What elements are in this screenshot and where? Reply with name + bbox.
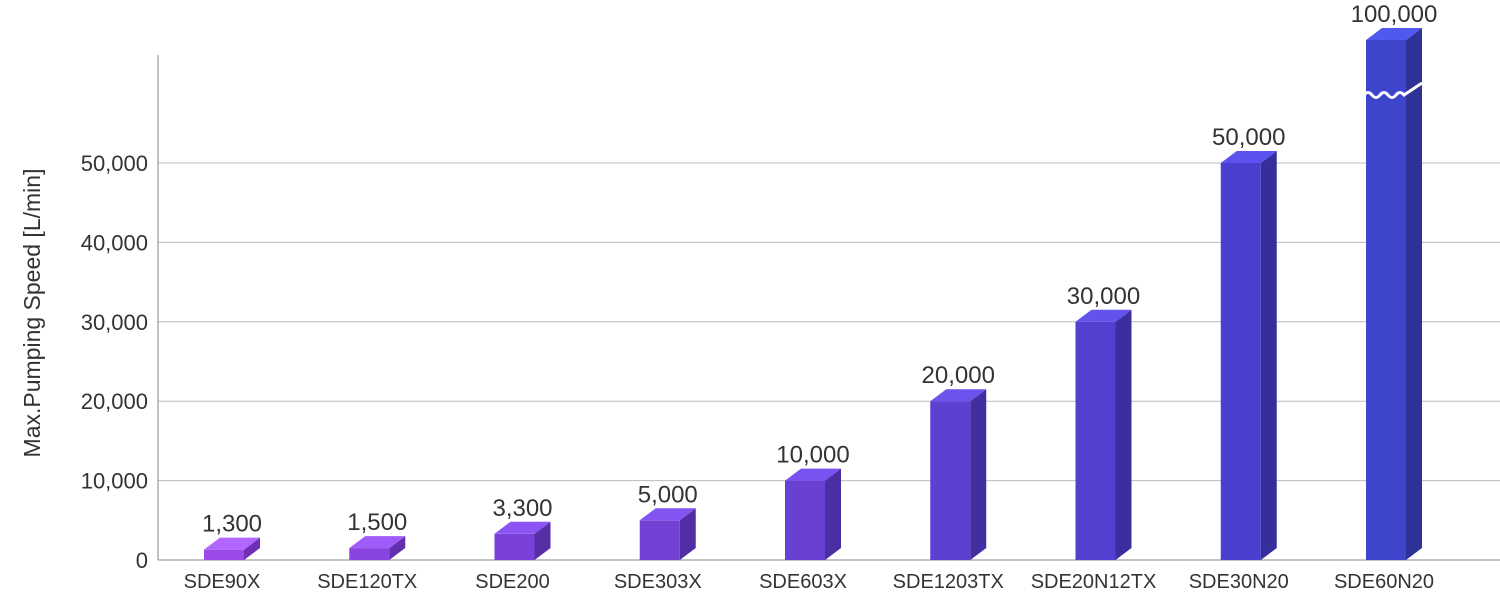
- category-label: SDE20N12TX: [1031, 571, 1157, 593]
- bar-front-face: [349, 548, 390, 560]
- gridlines: [158, 162, 1500, 482]
- data-label: 10,000: [776, 442, 849, 469]
- bar-side-face: [825, 468, 841, 560]
- data-label: 100,000: [1351, 1, 1438, 28]
- data-label: 1,300: [202, 511, 262, 538]
- data-label: 20,000: [922, 362, 995, 389]
- bar-side-face: [1406, 28, 1422, 560]
- bar-side-face: [244, 537, 260, 560]
- bar-side-face: [679, 508, 696, 560]
- y-axis-title: Max.Pumping Speed [L/min]: [19, 169, 45, 458]
- bar-top-face: [349, 536, 406, 549]
- bar-front-face: [204, 549, 244, 560]
- bar-top-face: [494, 521, 551, 534]
- bar: [1362, 28, 1423, 560]
- bar-front-face: [1075, 321, 1116, 560]
- bar: [639, 508, 696, 560]
- bar-top-face: [1075, 309, 1132, 322]
- bar-front-face: [1366, 40, 1406, 560]
- y-tick-label: 20,000: [81, 389, 148, 414]
- bar-side-face: [970, 389, 987, 560]
- y-tick-label: 30,000: [81, 310, 148, 335]
- bar-top-face: [785, 468, 841, 481]
- category-label: SDE90X: [184, 571, 261, 593]
- category-label: SDE303X: [614, 571, 702, 593]
- category-label: SDE603X: [759, 571, 847, 593]
- y-tick-label: 40,000: [81, 230, 148, 255]
- bar: [930, 389, 987, 560]
- category-label: SDE1203TX: [893, 571, 1004, 593]
- bar: [204, 537, 260, 560]
- bar-front-face: [639, 520, 680, 560]
- bar-front-face: [930, 401, 971, 560]
- bar-side-face: [534, 521, 551, 560]
- bar: [1220, 151, 1277, 560]
- y-tick-labels: 0 10,000 20,000 30,000 40,000 50,000: [81, 151, 148, 573]
- bar: [785, 468, 841, 560]
- bar-top-face: [1366, 28, 1422, 40]
- data-label: 1,500: [347, 509, 407, 536]
- bar: [494, 521, 551, 560]
- data-labels: 1,300 1,500 3,300 5,000 10,000 20,000 30,000 50…: [202, 1, 1437, 538]
- bar: [349, 536, 406, 560]
- data-label: 5,000: [638, 481, 698, 508]
- bar-top-face: [639, 508, 696, 521]
- bar-front-face: [494, 533, 535, 560]
- axis-break-mark: [1362, 81, 1423, 99]
- bar-side-face: [1260, 151, 1277, 560]
- category-label: SDE60N20: [1334, 571, 1434, 593]
- bars: [204, 28, 1423, 560]
- category-label: SDE200: [475, 571, 550, 593]
- bar-top-face: [204, 537, 260, 550]
- y-tick-label: 10,000: [81, 469, 148, 494]
- bar-top-face: [1220, 151, 1277, 163]
- data-label: 3,300: [492, 495, 552, 522]
- y-tick-label: 0: [136, 548, 148, 573]
- category-labels: SDE90X SDE120TX SDE200 SDE303X SDE603X SDE120…: [184, 571, 1434, 593]
- category-label: SDE120TX: [317, 571, 417, 593]
- y-tick-label: 50,000: [81, 151, 148, 176]
- bar-front-face: [785, 480, 825, 560]
- data-label: 30,000: [1067, 283, 1140, 310]
- bar-top-face: [930, 389, 987, 402]
- category-label: SDE30N20: [1189, 571, 1289, 593]
- bar-side-face: [389, 536, 406, 560]
- bar: [1075, 309, 1132, 560]
- bar-front-face: [1220, 163, 1261, 560]
- data-label: 50,000: [1212, 124, 1285, 151]
- bar-side-face: [1115, 309, 1132, 560]
